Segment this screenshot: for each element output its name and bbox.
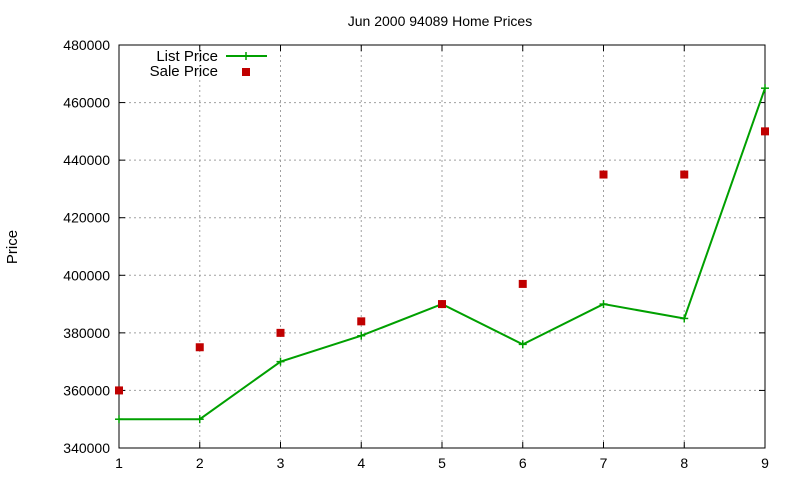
y-tick-label: 480000 (63, 37, 110, 53)
list-price-point (518, 340, 527, 349)
sale-price-point (438, 300, 446, 309)
sale-price-point (357, 317, 366, 326)
y-tick-label: 380000 (63, 325, 110, 341)
y-tick-label: 400000 (63, 267, 110, 283)
x-tick-label: 7 (600, 455, 608, 471)
x-tick-label: 1 (115, 455, 123, 471)
list-price-point (276, 357, 285, 366)
x-tick-label: 4 (357, 455, 365, 471)
series-sale-price (115, 127, 769, 395)
x-tick-label: 5 (438, 455, 446, 471)
x-tick-label: 2 (196, 455, 204, 471)
list-price-point (761, 84, 769, 93)
legend-marker-list-price (242, 52, 250, 60)
sale-price-point (680, 170, 689, 179)
x-tick-label: 6 (519, 455, 527, 471)
grid (119, 45, 765, 448)
list-price-line (119, 87, 766, 421)
y-tick-label: 440000 (63, 152, 110, 168)
x-tick-label: 3 (277, 455, 285, 471)
sale-price-point (599, 170, 608, 179)
list-price-point (195, 415, 204, 424)
list-price-point (357, 331, 366, 340)
y-axis-label: Price (4, 230, 21, 264)
y-tick-label: 460000 (63, 95, 110, 111)
sale-price-point (115, 386, 123, 395)
legend-label-list-price: List Price (156, 48, 218, 65)
list-price-point (599, 300, 608, 309)
list-price-point (115, 415, 123, 424)
sale-price-point (195, 343, 204, 352)
chart-title: Jun 2000 94089 Home Prices (348, 13, 532, 29)
sale-price-point (518, 279, 527, 288)
x-tick-label: 9 (761, 455, 769, 471)
y-tick-label: 360000 (63, 382, 110, 398)
plot-frame (118, 44, 766, 449)
series-layer (115, 84, 769, 424)
y-tick-label: 340000 (63, 440, 110, 456)
y-tick-label: 420000 (63, 210, 110, 226)
x-tick-label: 8 (680, 455, 688, 471)
sale-price-point (761, 127, 769, 136)
list-price-point (680, 314, 689, 323)
legend-label-sale-price: Sale Price (150, 63, 218, 80)
sale-price-point (276, 328, 285, 337)
ticks: 340000 360000 380000 400000 420000 440000 4600… (63, 37, 769, 471)
legend-marker-sale-price (242, 68, 250, 76)
